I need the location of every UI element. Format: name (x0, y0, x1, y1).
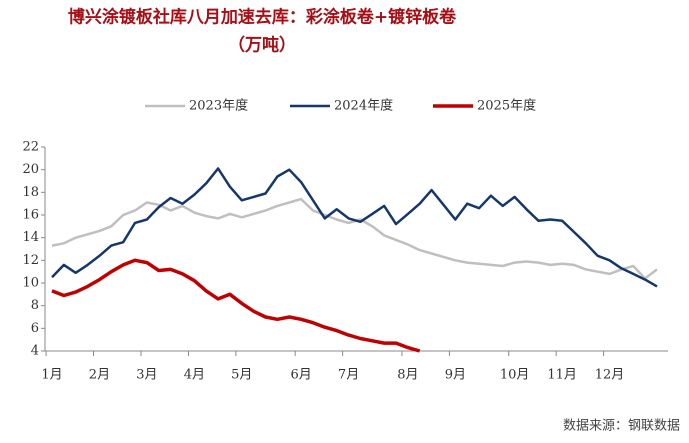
y-tick-label: 4 (31, 344, 39, 359)
y-tick-label: 22 (22, 140, 39, 155)
x-tick-label: 9月 (445, 368, 466, 383)
y-tick-label: 10 (22, 276, 39, 291)
y-tick-label: 16 (22, 208, 39, 223)
legend-label: 2023年度 (189, 98, 248, 114)
x-tick-label: 11月 (547, 368, 577, 383)
x-tick-label: 5月 (231, 368, 252, 383)
legend-label: 2024年度 (334, 98, 393, 114)
chart-subtitle: （万吨） (228, 35, 296, 56)
y-tick-label: 6 (31, 321, 39, 336)
line-series (51, 197, 658, 280)
legend-label: 2025年度 (477, 98, 536, 114)
chart-title: 博兴涂镀板社库八月加速去库：彩涂板卷+镀锌板卷 (68, 7, 457, 28)
x-tick-label: 10月 (500, 368, 530, 383)
x-tick-label: 8月 (397, 368, 418, 383)
y-tick-label: 18 (22, 185, 39, 200)
source-note: 数据来源：钢联数据 (563, 419, 680, 434)
x-tick-label: 1月 (41, 368, 62, 383)
x-tick-label: 4月 (184, 368, 205, 383)
line-series (51, 258, 421, 353)
line-series (51, 167, 658, 288)
y-tick-label: 8 (31, 298, 39, 313)
y-tick-label: 14 (22, 230, 39, 245)
x-tick-label: 2月 (89, 368, 110, 383)
y-tick-label: 12 (22, 253, 39, 268)
x-tick-label: 12月 (595, 368, 625, 383)
y-tick-label: 20 (22, 162, 39, 177)
x-tick-label: 3月 (136, 368, 157, 383)
x-tick-label: 7月 (338, 368, 359, 383)
x-tick-label: 6月 (290, 368, 311, 383)
